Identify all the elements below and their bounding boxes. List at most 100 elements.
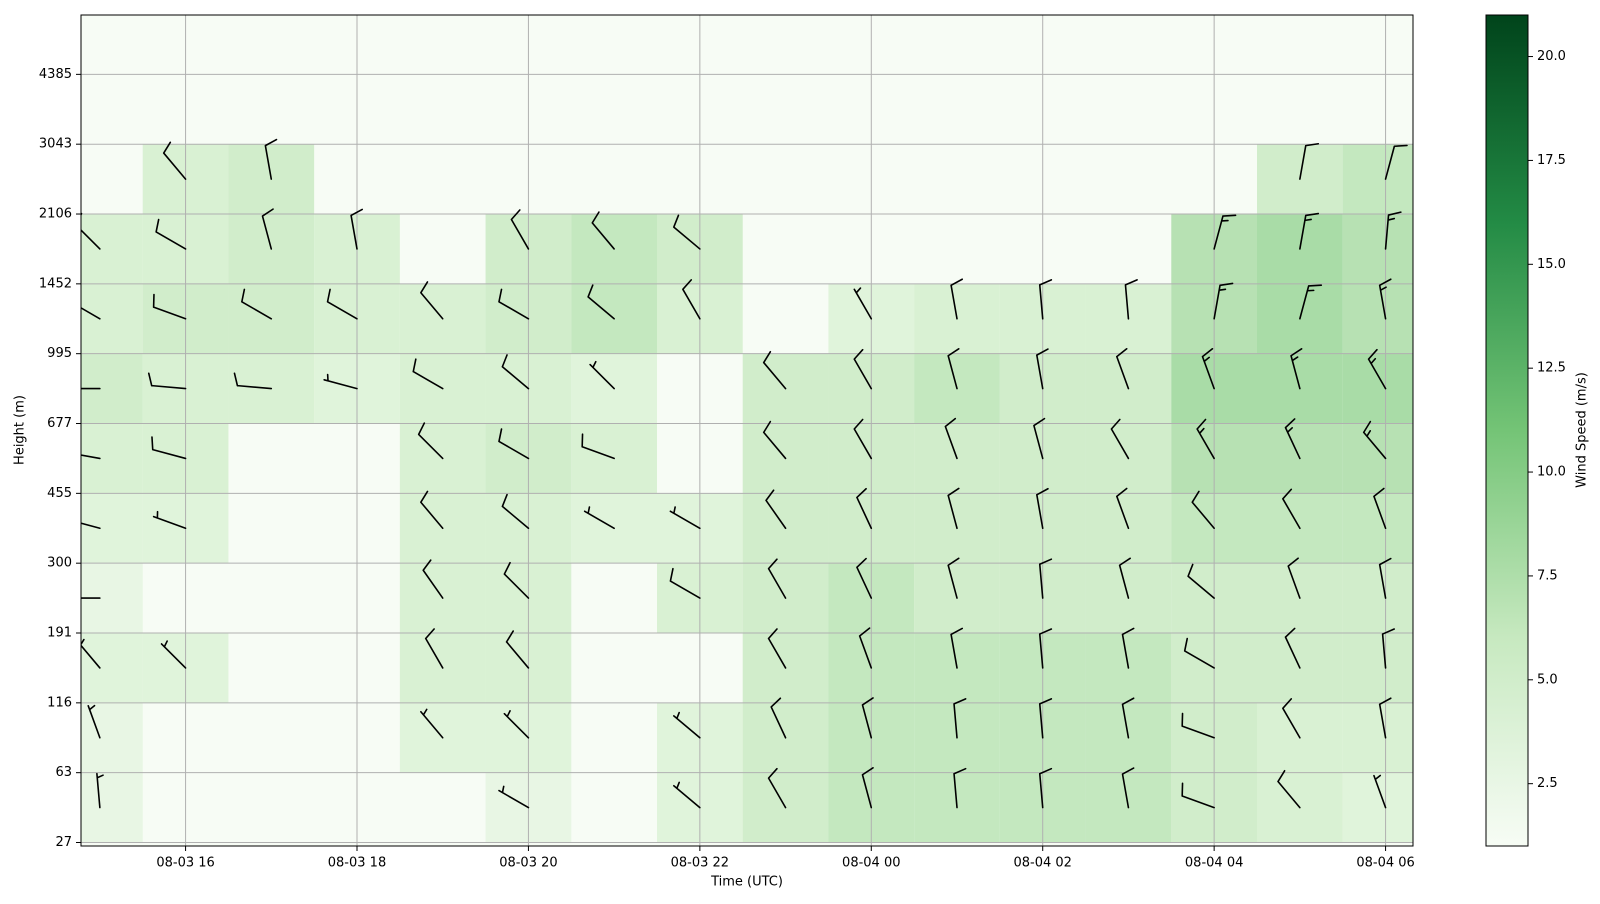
wind-barb (950, 278, 964, 320)
wind-barb (673, 711, 701, 739)
wind-barb (856, 487, 873, 530)
wind-barb (264, 138, 278, 180)
wind-barb (155, 218, 187, 250)
wind-barb (589, 360, 615, 390)
axes: 08-03 16 08-03 18 08-03 20 08-03 22 08-04 00… (39, 49, 1566, 870)
wind-barb (1213, 282, 1234, 320)
wind-barb (152, 510, 187, 530)
colorbar-tick-label: 5.0 (1537, 672, 1558, 687)
wind-barb (1282, 488, 1301, 530)
heatmap-cell (1342, 702, 1413, 773)
wind-barb (233, 372, 273, 390)
wind-barb (151, 436, 187, 460)
wind-barb (673, 781, 701, 809)
colorbar-tick-label: 10.0 (1537, 465, 1566, 480)
heatmap-cell (81, 423, 143, 494)
wind-barb (81, 597, 101, 599)
wind-barb (81, 454, 101, 460)
wind-barb (947, 557, 960, 599)
colorbar-tick-label: 2.5 (1537, 776, 1558, 791)
x-tick-label: 08-04 04 (1185, 856, 1243, 871)
wind-barb (1124, 279, 1138, 320)
wind-barb (682, 279, 701, 320)
y-tick-label: 4385 (39, 67, 72, 82)
x-tick-label: 08-03 18 (328, 856, 386, 871)
wind-barb (762, 350, 787, 390)
wind-barb (422, 559, 444, 599)
y-tick-label: 300 (47, 556, 72, 571)
wind-barb (762, 420, 787, 460)
y-tick-label: 116 (47, 695, 72, 710)
wind-barb (767, 558, 787, 599)
wind-barb (417, 422, 444, 460)
wind-barb (505, 630, 530, 669)
wind-barb (947, 347, 960, 390)
wind-barb (770, 697, 787, 739)
colorbar-tick-label: 17.5 (1537, 153, 1566, 168)
wind-barb (950, 627, 964, 669)
wind-barb (412, 358, 444, 390)
wind-barb (1187, 563, 1215, 599)
wind-barb (1116, 487, 1130, 530)
wind-barb (1118, 557, 1131, 599)
wind-barb (420, 708, 444, 739)
wind-barb (669, 567, 701, 599)
wind-barb (261, 208, 274, 250)
wind-barb (1196, 418, 1215, 460)
wind-barb (1384, 211, 1402, 250)
colorbar-label: Wind Speed (m/s) (1575, 372, 1590, 488)
wind-barb (420, 490, 444, 530)
x-tick-label: 08-03 22 (671, 856, 729, 871)
heatmap-cell (1342, 633, 1413, 703)
x-tick-label: 08-03 16 (156, 856, 214, 871)
wind-barb (1121, 627, 1135, 669)
wind-barb (1381, 628, 1396, 669)
heatmap-cell (1342, 144, 1413, 215)
heatmap-cell (1342, 283, 1413, 354)
wind-barb (326, 288, 358, 320)
wind-barb (152, 293, 187, 320)
y-tick-label: 63 (55, 765, 72, 780)
wind-barb (81, 306, 101, 320)
wind-barb (87, 704, 101, 739)
barbs (81, 138, 1408, 809)
heatmap-cell (1342, 563, 1413, 634)
wind-barb (498, 785, 530, 809)
wind-barb (581, 433, 615, 460)
x-tick-label: 08-03 20 (499, 856, 557, 871)
wind-barb (1191, 490, 1215, 530)
wind-barb (1213, 214, 1237, 250)
wind-barb (947, 487, 960, 530)
wind-barb (1116, 347, 1130, 390)
wind-barb (162, 141, 187, 180)
heatmap-cell (81, 214, 143, 284)
wind-barb (1284, 418, 1301, 460)
wind-barb (861, 697, 874, 739)
wind-barb (350, 208, 364, 250)
wind-barb (1299, 212, 1320, 250)
wind-barb (1121, 767, 1135, 809)
colorbar-tick-label: 12.5 (1537, 361, 1566, 376)
wind-barb (767, 628, 787, 669)
wind-barb (1181, 712, 1215, 739)
wind-barb (591, 211, 615, 250)
heatmap-cell (81, 633, 143, 703)
wind-barb (81, 212, 101, 250)
x-tick-label: 08-04 06 (1356, 856, 1414, 871)
wind-barb (510, 209, 530, 250)
wind-barb (1036, 348, 1049, 390)
colorbar-tick-label: 20.0 (1537, 49, 1566, 64)
wind-barb (953, 698, 967, 739)
heatmap-cell (1342, 214, 1413, 284)
wind-barb (1378, 557, 1392, 599)
wind-barb (424, 628, 444, 669)
x-tick-label: 08-04 00 (842, 856, 900, 871)
wind-barb (1384, 144, 1408, 180)
wind-barb (1378, 278, 1392, 320)
wind-barb (1110, 418, 1130, 460)
wind-barb (1284, 627, 1301, 669)
wind-barb (1282, 698, 1301, 739)
wind-barb (1287, 557, 1301, 599)
wind-barb (765, 489, 787, 530)
